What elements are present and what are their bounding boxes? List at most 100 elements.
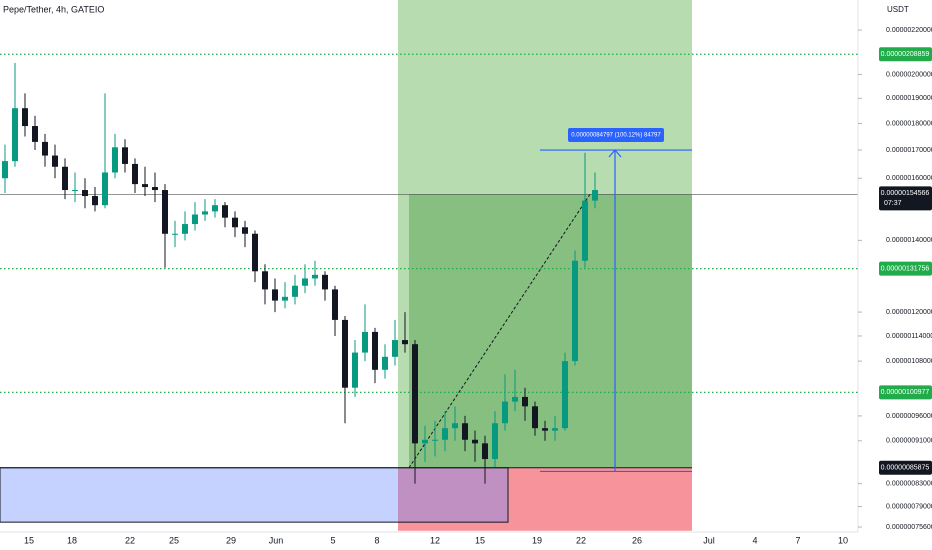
candle-body xyxy=(72,190,78,192)
plot: 0.00000084797 (100.12%) 84797 xyxy=(2,62,692,484)
entry-price-box xyxy=(879,460,932,475)
candle-body xyxy=(82,190,88,197)
measure-label: 0.00000084797 (100.12%) 84797 xyxy=(571,133,661,139)
candle-body xyxy=(272,289,278,301)
last-price-label: 0.00000154566 xyxy=(881,190,930,197)
x-tick-label: Jul xyxy=(703,535,715,545)
candle-body xyxy=(202,211,208,215)
candle-body xyxy=(512,396,518,402)
candle-body xyxy=(382,356,388,370)
y-tick-label: 0.00000180000 xyxy=(886,120,932,127)
x-tick-label: 8 xyxy=(374,535,379,545)
candle-body xyxy=(442,428,448,440)
y-tick-label: 0.00000079000 xyxy=(886,503,932,510)
candle-body xyxy=(532,406,538,429)
level-label-box xyxy=(879,47,932,62)
candle-body xyxy=(182,224,188,234)
chart-title: Pepe/Tether, 4h, GATEIO xyxy=(3,4,104,14)
x-tick-label: 26 xyxy=(632,535,642,545)
stop-zone xyxy=(398,467,692,531)
candle-body xyxy=(252,233,258,272)
y-tick-label: 0.00000083000 xyxy=(886,480,932,487)
candle-body xyxy=(362,331,368,353)
y-tick-label: 0.00000096000 xyxy=(886,413,932,420)
candle-body xyxy=(372,331,378,370)
y-tick-label: 0.00000120000 xyxy=(886,309,932,316)
candle-body xyxy=(552,428,558,431)
candle-body xyxy=(132,163,138,185)
candle-body xyxy=(522,396,528,407)
x-tick-label: 25 xyxy=(169,535,179,545)
candle-body xyxy=(212,205,218,212)
range-box xyxy=(0,467,509,523)
y-tick-label: 0.00000160000 xyxy=(886,175,932,182)
candle-body xyxy=(232,217,238,228)
arrow-head xyxy=(608,149,622,158)
currency: USDT xyxy=(887,5,909,14)
x-tick-label: 7 xyxy=(795,535,800,545)
candle-body xyxy=(2,161,8,179)
x-tick-label: Jun xyxy=(269,535,284,545)
x-tick-label: 22 xyxy=(576,535,586,545)
candle-body xyxy=(42,141,48,156)
x-tick-label: 15 xyxy=(475,535,485,545)
x-tick-label: 5 xyxy=(330,535,335,545)
candle-body xyxy=(312,274,318,279)
candle-body xyxy=(122,147,128,164)
x-tick-label: 12 xyxy=(430,535,440,545)
candle-body xyxy=(262,271,268,290)
level-label: 0.00000131756 xyxy=(881,265,930,272)
x-tick-label: 18 xyxy=(67,535,77,545)
candle-body xyxy=(432,439,438,441)
x-tick-label: 29 xyxy=(226,535,236,545)
candle-body xyxy=(472,439,478,444)
candle-body xyxy=(242,227,248,234)
candle-body xyxy=(462,423,468,440)
y-tick-label: 0.00000091000 xyxy=(886,438,932,445)
y-tick-label: 0.00000170000 xyxy=(886,147,932,154)
candle-body xyxy=(582,200,588,261)
candle-body xyxy=(352,352,358,388)
candle-body xyxy=(592,190,598,201)
level-label-box xyxy=(879,261,932,276)
candle-body xyxy=(392,340,398,357)
candle-body xyxy=(62,166,68,191)
candle-body xyxy=(332,289,338,320)
y-tick-label: 0.00000140000 xyxy=(886,237,932,244)
x-tick-label: 19 xyxy=(532,535,542,545)
candle-body xyxy=(562,361,568,429)
y-tick-label: 0.00000075600 xyxy=(886,524,932,531)
x-tick-label: 15 xyxy=(24,535,34,545)
zones xyxy=(0,0,858,531)
candle-body xyxy=(92,196,98,206)
measure-label-box xyxy=(568,128,664,143)
x-tick-label: 10 xyxy=(838,535,848,545)
candle-body xyxy=(342,319,348,388)
y-tick-label: 0.00000108000 xyxy=(886,358,932,365)
level-label: 0.00000100977 xyxy=(881,389,930,396)
candle-body xyxy=(292,285,298,297)
x-axis: 15 18 22 25 29 Jun 5 8 12 15 19 22 26 Ju… xyxy=(24,535,848,545)
y-tick-label: 0.00000200000 xyxy=(886,71,932,78)
candle-body xyxy=(572,260,578,362)
level-label-box xyxy=(879,385,932,400)
candle-body xyxy=(402,340,408,345)
entry-price-label: 0.00000085875 xyxy=(881,465,930,472)
y-tick-label: 0.00000114000 xyxy=(886,333,932,340)
countdown: 07:37 xyxy=(884,200,902,207)
candle-body xyxy=(52,155,58,167)
candle-body xyxy=(142,184,148,188)
candle-body xyxy=(322,274,328,290)
candle-body xyxy=(302,278,308,286)
y-tick-label: 0.00000220000 xyxy=(886,27,932,34)
profit-zone xyxy=(409,194,692,468)
candle-body xyxy=(152,187,158,191)
candle-body xyxy=(32,126,38,142)
candle-body xyxy=(22,108,28,127)
candle-body xyxy=(172,233,178,235)
candle-body xyxy=(162,190,168,234)
candle-body xyxy=(282,296,288,301)
y-tick-label: 0.00000190000 xyxy=(886,95,932,102)
level-label: 0.00000208859 xyxy=(881,51,930,58)
candle-body xyxy=(422,439,428,444)
